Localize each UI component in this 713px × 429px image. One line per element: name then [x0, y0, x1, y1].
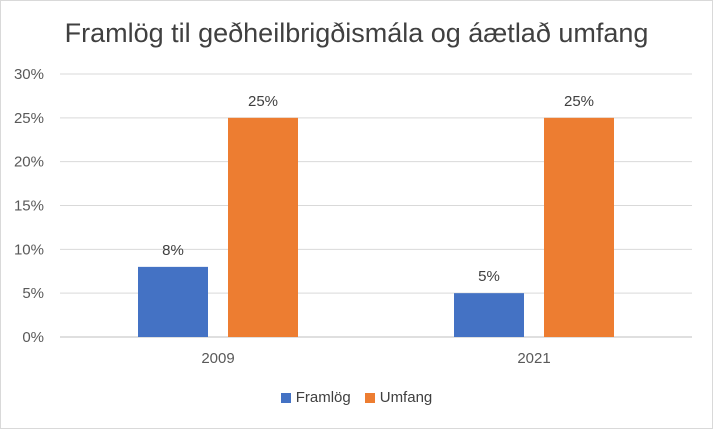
bar [138, 266, 208, 337]
legend-swatch-umfang [364, 392, 375, 403]
bar [228, 117, 298, 337]
x-tick-label: 2009 [201, 350, 234, 367]
bar [454, 293, 524, 337]
y-tick-label: 15% [14, 198, 44, 215]
data-label: 5% [478, 268, 500, 285]
data-label: 25% [248, 93, 278, 110]
data-label: 8% [162, 242, 184, 259]
legend-swatch-framlog [280, 392, 291, 403]
bar [544, 117, 614, 337]
y-axis-ticks: 0% 5% 10% 15% 20% 25% 30% [14, 66, 44, 346]
data-label: 25% [564, 93, 594, 110]
y-tick-label: 20% [14, 154, 44, 171]
y-tick-label: 30% [14, 66, 44, 83]
y-tick-label: 10% [14, 241, 44, 258]
legend-label-framlog: Framlög [295, 389, 351, 406]
y-tick-label: 0% [22, 329, 44, 346]
x-axis-ticks: 2009 2021 [201, 350, 550, 367]
y-tick-label: 5% [22, 285, 44, 302]
chart-title: Framlög til geðheilbrigðismála og áætlað… [64, 18, 649, 48]
bars: 8% 25% 5% 25% [138, 93, 614, 337]
legend-label-umfang: Umfang [379, 389, 433, 406]
x-tick-label: 2021 [517, 350, 550, 367]
y-tick-label: 25% [14, 110, 44, 127]
legend-item-umfang: Umfang [364, 389, 433, 406]
legend-item-framlog: Framlög [280, 389, 351, 406]
legend: Framlög Umfang [0, 389, 713, 406]
